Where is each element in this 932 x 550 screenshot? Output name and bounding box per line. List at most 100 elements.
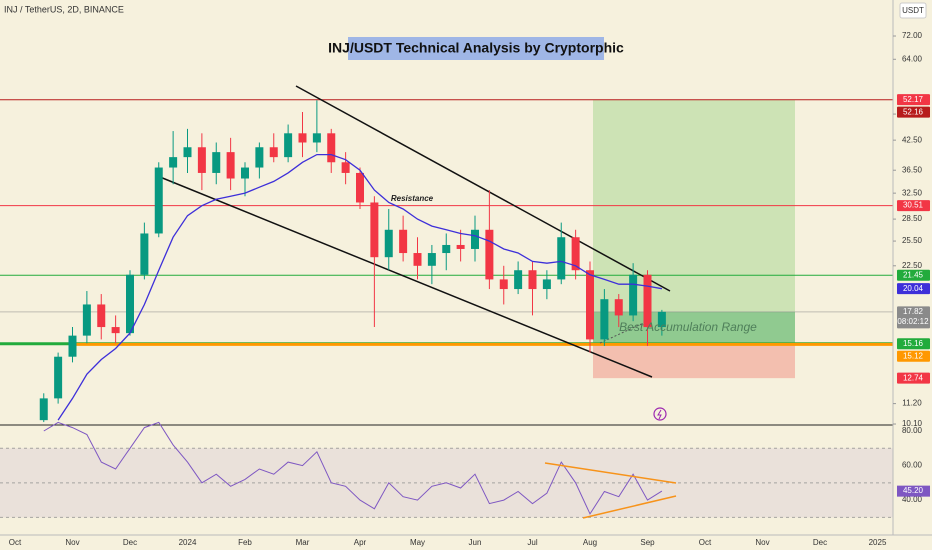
candle-body bbox=[82, 304, 91, 336]
event-icon[interactable] bbox=[653, 407, 667, 421]
currency: USDT bbox=[902, 6, 924, 15]
x-tick-label: 2024 bbox=[179, 538, 197, 547]
zones bbox=[593, 99, 795, 379]
candle-body bbox=[356, 172, 364, 203]
candle-body bbox=[54, 356, 63, 399]
price-tag bbox=[897, 338, 930, 350]
trendline bbox=[159, 176, 653, 378]
title-box bbox=[348, 37, 604, 60]
candle-body bbox=[327, 133, 336, 163]
candle-body bbox=[284, 133, 293, 158]
candle-body bbox=[600, 299, 609, 340]
price-tag-label: 15.12 bbox=[903, 351, 924, 360]
x-tick-label: Sep bbox=[640, 538, 655, 547]
candle-body bbox=[657, 311, 666, 328]
candle-body bbox=[370, 202, 379, 258]
ema-line bbox=[57, 153, 663, 421]
x-tick-label: Dec bbox=[123, 538, 137, 547]
y-tick-label: 36.50 bbox=[902, 165, 923, 174]
candle-body bbox=[39, 398, 48, 421]
rsi-tag bbox=[897, 485, 930, 497]
candle-body bbox=[255, 147, 264, 168]
price-tag bbox=[897, 372, 930, 384]
y-tick-label: 22.50 bbox=[902, 261, 923, 270]
x-tick-label: Mar bbox=[296, 538, 310, 547]
candle-body bbox=[126, 274, 134, 334]
candle-body bbox=[183, 147, 192, 158]
event-icon-bolt bbox=[657, 409, 662, 420]
price-tag bbox=[897, 94, 930, 106]
rsi-tick-label: 80.00 bbox=[902, 426, 923, 435]
y-tick-label: 72.00 bbox=[902, 31, 923, 40]
annotation: Best Accumulation Range bbox=[619, 320, 757, 334]
x-tick-label: Jul bbox=[527, 538, 537, 547]
candle-body bbox=[629, 274, 638, 316]
price-tag bbox=[897, 306, 930, 329]
candle-body bbox=[542, 279, 551, 290]
axes: 72.0064.0048.5042.5036.5032.5028.5025.50… bbox=[9, 31, 930, 547]
candle-body bbox=[557, 237, 566, 280]
y-tick-label: 25.50 bbox=[902, 236, 923, 245]
x-tick-label: Dec bbox=[813, 538, 827, 547]
price-tag bbox=[897, 283, 930, 295]
candle-body bbox=[97, 304, 106, 328]
candle-body bbox=[197, 147, 206, 173]
candle-body bbox=[499, 279, 508, 290]
rsi-tick-label: 40.00 bbox=[902, 495, 923, 504]
x-tick-label: 2025 bbox=[869, 538, 887, 547]
candle-body bbox=[399, 229, 408, 254]
candle-body bbox=[586, 270, 594, 340]
rsi-line bbox=[43, 421, 663, 515]
zone bbox=[593, 311, 795, 344]
candle-body bbox=[442, 244, 451, 254]
x-tick-label: Jun bbox=[469, 538, 482, 547]
price-tag-label: 21.45 bbox=[903, 270, 924, 279]
candle-body bbox=[169, 157, 178, 168]
trendline bbox=[295, 85, 671, 292]
x-tick-label: Aug bbox=[583, 538, 597, 547]
y-tick-label: 32.50 bbox=[902, 188, 923, 197]
annotation: Resistance bbox=[391, 194, 434, 203]
levels bbox=[0, 99, 893, 346]
x-tick-label: Nov bbox=[65, 538, 79, 547]
y-tick-label: 64.00 bbox=[902, 54, 923, 63]
candle-body bbox=[571, 237, 580, 271]
x-tick-label: Oct bbox=[699, 538, 712, 547]
candle-body bbox=[514, 270, 523, 290]
candle-body bbox=[485, 229, 494, 280]
x-tick-label: Feb bbox=[238, 538, 252, 547]
chart-title: INJ/USDT Technical Analysis by Cryptorph… bbox=[328, 40, 624, 56]
zone bbox=[593, 344, 795, 379]
candle-body bbox=[241, 167, 249, 179]
candle-body bbox=[413, 253, 422, 266]
trendline bbox=[544, 462, 677, 484]
x-tick-label: Nov bbox=[755, 538, 769, 547]
y-tick-label: 11.20 bbox=[902, 399, 922, 408]
price-tag-label: 12.74 bbox=[903, 373, 924, 382]
x-tick-label: Apr bbox=[354, 538, 367, 547]
candle-body bbox=[140, 233, 149, 275]
price-tag bbox=[897, 350, 930, 362]
candle-body bbox=[269, 147, 278, 158]
rsi-pane bbox=[0, 421, 893, 518]
price-tag-label: 52.17 bbox=[903, 95, 924, 104]
candle-body bbox=[226, 152, 235, 179]
candle-body bbox=[298, 133, 307, 143]
candle-body bbox=[614, 299, 623, 316]
candle-body bbox=[68, 335, 77, 357]
price-tag-label: 15.16 bbox=[903, 339, 924, 348]
price-tag bbox=[897, 269, 930, 281]
candle-body bbox=[528, 270, 537, 290]
x-tick-label: Oct bbox=[9, 538, 22, 547]
y-tick-label: 28.50 bbox=[902, 214, 923, 223]
candle-body bbox=[154, 167, 163, 234]
price-tag-label: 17.82 bbox=[903, 307, 924, 316]
currency-button[interactable] bbox=[899, 2, 927, 19]
candle-body bbox=[471, 229, 479, 249]
symbol-header: INJ / TetherUS, 2D, BINANCE bbox=[4, 4, 124, 14]
candle-body bbox=[427, 253, 436, 266]
rsi-tick-label: 60.00 bbox=[902, 461, 923, 470]
candles bbox=[39, 100, 666, 423]
x-tick-label: May bbox=[410, 538, 425, 547]
